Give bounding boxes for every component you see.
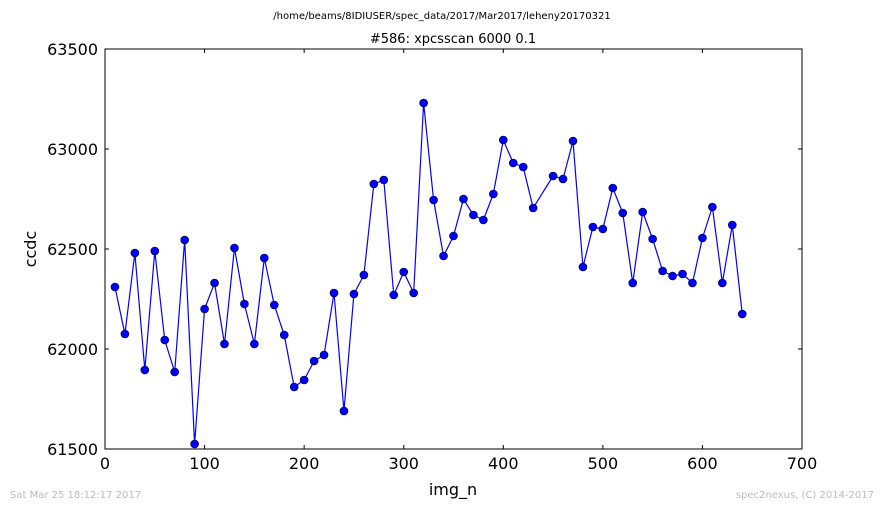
data-point: [230, 243, 239, 253]
series-line-group: [114, 102, 743, 445]
data-point: [389, 290, 399, 300]
data-point: [130, 248, 140, 258]
data-point: [439, 251, 448, 261]
data-point: [698, 233, 707, 243]
x-tick-label: 400: [488, 454, 519, 473]
x-tick-label: 700: [787, 454, 818, 473]
data-point: [718, 278, 727, 288]
data-point: [737, 309, 747, 319]
footer-credit: spec2nexus, (C) 2014-2017: [736, 490, 874, 501]
data-point: [489, 189, 498, 199]
data-point: [498, 135, 508, 145]
data-point: [110, 282, 120, 292]
data-point: [220, 339, 229, 349]
data-point: [459, 194, 468, 204]
data-point: [369, 179, 379, 189]
data-point: [289, 382, 299, 392]
data-point: [578, 262, 588, 272]
series-markers: [110, 98, 747, 449]
y-axis-label: ccdc: [21, 231, 40, 268]
footer-timestamp: Sat Mar 25 18:12:17 2017: [10, 490, 141, 501]
x-tick-label: 100: [189, 454, 220, 473]
y-tick-label: 63500: [47, 40, 98, 59]
data-point: [190, 439, 199, 449]
y-tick-label: 62500: [47, 240, 98, 259]
data-point: [339, 406, 349, 416]
data-point: [678, 269, 687, 279]
data-point: [299, 375, 309, 385]
data-point: [688, 278, 697, 288]
data-point: [708, 202, 717, 212]
data-point: [668, 271, 677, 281]
data-point: [379, 175, 389, 185]
data-point: [658, 266, 667, 276]
data-point: [279, 330, 289, 340]
x-tick-label: 0: [100, 454, 110, 473]
data-point: [210, 278, 219, 288]
data-point: [449, 231, 458, 241]
data-point: [140, 365, 150, 375]
data-point: [200, 304, 209, 314]
x-tick-label: 300: [388, 454, 419, 473]
data-point: [180, 235, 189, 245]
data-point: [399, 267, 409, 277]
data-point: [260, 253, 269, 263]
data-point: [269, 300, 279, 310]
data-point: [309, 356, 319, 366]
y-axis: 61500 62000 62500 63000 63500: [47, 40, 802, 459]
plot-frame: [104, 48, 803, 450]
data-point: [170, 367, 179, 377]
data-point: [479, 215, 488, 225]
y-tick-label: 63000: [47, 140, 98, 159]
data-point: [250, 339, 259, 349]
data-point: [359, 270, 369, 280]
data-point: [608, 183, 618, 193]
data-point: [628, 278, 638, 288]
data-point: [508, 158, 518, 168]
data-point: [528, 203, 538, 213]
data-point: [409, 288, 418, 298]
data-point: [588, 222, 598, 232]
data-point: [568, 136, 578, 146]
x-axis: 0 100 200 300 400 500 600 700: [100, 49, 817, 473]
data-point: [518, 162, 528, 172]
x-tick-label: 600: [687, 454, 718, 473]
chart-title: #586: xpcsscan 6000 0.1: [370, 32, 536, 47]
data-point: [469, 210, 478, 220]
data-point: [429, 195, 438, 205]
data-point: [419, 98, 428, 108]
data-point: [349, 289, 359, 299]
file-path-header: /home/beams/8IDIUSER/spec_data/2017/Mar2…: [273, 11, 610, 22]
x-axis-label: img_n: [429, 480, 477, 500]
series-line: [114, 102, 743, 445]
data-point: [548, 171, 558, 181]
data-point: [618, 208, 628, 218]
data-point: [150, 246, 160, 256]
data-point: [648, 234, 657, 244]
x-tick-label: 500: [588, 454, 619, 473]
data-point: [638, 207, 647, 217]
y-tick-label: 61500: [47, 440, 98, 459]
data-point: [120, 329, 130, 339]
x-tick-label: 200: [289, 454, 320, 473]
data-point: [598, 224, 608, 234]
data-point: [329, 288, 339, 298]
data-point: [727, 220, 737, 230]
data-point: [160, 335, 170, 345]
data-point: [558, 174, 568, 184]
y-tick-label: 62000: [47, 340, 98, 359]
data-point: [319, 350, 329, 360]
data-point: [240, 299, 249, 309]
